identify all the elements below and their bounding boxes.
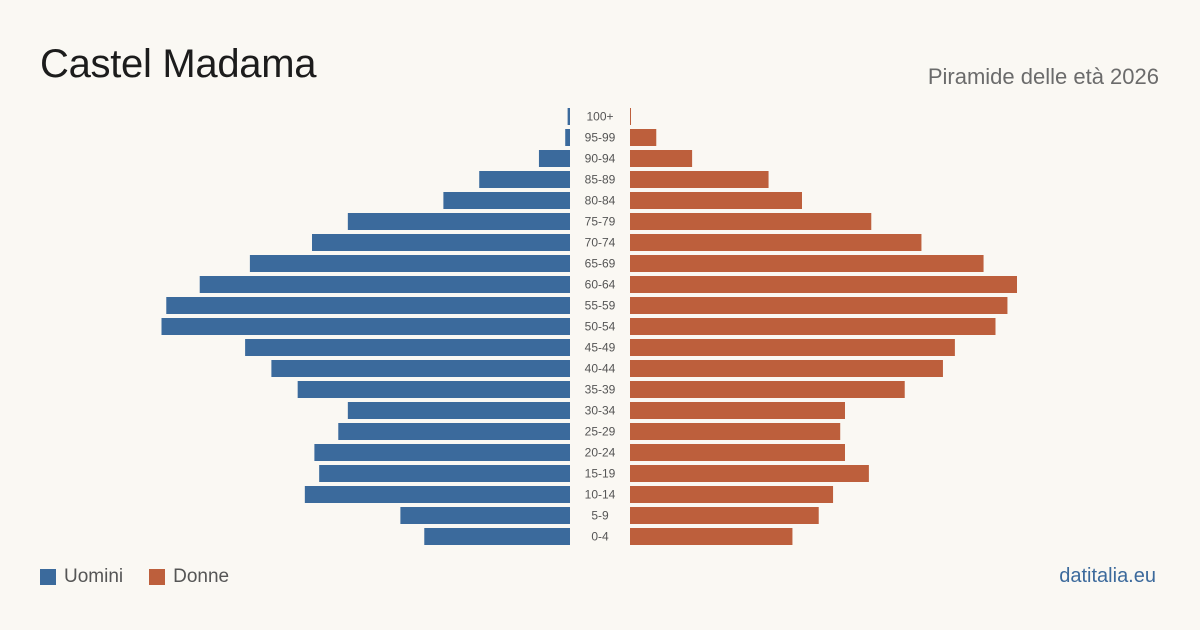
age-label-90-94: 90-94 <box>585 152 616 166</box>
bar-women-35-39 <box>630 381 905 398</box>
bar-men-15-19 <box>319 465 570 482</box>
bar-women-50-54 <box>630 318 996 335</box>
age-label-60-64: 60-64 <box>585 278 616 292</box>
bar-men-45-49 <box>245 339 570 356</box>
age-label-95-99: 95-99 <box>585 131 616 145</box>
bar-women-55-59 <box>630 297 1008 314</box>
chart-subtitle: Piramide delle età 2026 <box>927 64 1159 89</box>
age-label-25-29: 25-29 <box>585 425 616 439</box>
bar-men-55-59 <box>166 297 570 314</box>
bar-men-35-39 <box>297 381 570 398</box>
bar-men-80-84 <box>443 192 570 209</box>
bar-women-40-44 <box>630 360 943 377</box>
age-label-80-84: 80-84 <box>585 194 616 208</box>
legend-item-men: Uomini <box>40 566 123 588</box>
age-label-85-89: 85-89 <box>585 173 616 187</box>
bar-women-70-74 <box>630 234 922 251</box>
age-label-20-24: 20-24 <box>585 446 616 460</box>
legend-label-women: Donne <box>173 566 230 587</box>
bar-men-0-4 <box>424 528 570 545</box>
bar-women-0-4 <box>630 528 793 545</box>
bar-women-80-84 <box>630 192 802 209</box>
bar-men-5-9 <box>400 507 570 524</box>
bar-women-5-9 <box>630 507 819 524</box>
bar-men-50-54 <box>161 318 570 335</box>
bar-men-20-24 <box>314 444 570 461</box>
bar-women-95-99 <box>630 129 657 146</box>
legend-swatch-women <box>149 569 166 585</box>
age-label-70-74: 70-74 <box>585 236 616 250</box>
bar-women-90-94 <box>630 150 693 167</box>
age-label-75-79: 75-79 <box>585 215 616 229</box>
age-label-40-44: 40-44 <box>585 362 616 376</box>
chart-title: Castel Madama <box>40 42 317 86</box>
bar-women-85-89 <box>630 171 769 188</box>
legend-item-women: Donne <box>149 566 229 588</box>
bar-women-60-64 <box>630 276 1017 293</box>
legend-swatch-men <box>40 569 56 585</box>
bar-men-70-74 <box>312 234 570 251</box>
bar-women-45-49 <box>630 339 955 356</box>
age-label-65-69: 65-69 <box>585 257 616 271</box>
bar-men-85-89 <box>479 171 570 188</box>
age-label-100+: 100+ <box>586 110 613 124</box>
bar-men-30-34 <box>347 402 570 419</box>
bar-women-30-34 <box>630 402 845 419</box>
age-label-10-14: 10-14 <box>585 488 616 502</box>
bar-men-100+ <box>567 108 570 125</box>
legend-label-men: Uomini <box>64 566 124 587</box>
source-link[interactable]: datitalia.eu <box>1059 565 1156 587</box>
bar-men-75-79 <box>347 213 570 230</box>
age-label-45-49: 45-49 <box>585 341 616 355</box>
age-label-15-19: 15-19 <box>585 467 616 481</box>
age-label-0-4: 0-4 <box>591 530 609 544</box>
bar-women-75-79 <box>630 213 872 230</box>
bar-men-65-69 <box>249 255 570 272</box>
bar-men-60-64 <box>199 276 570 293</box>
bar-men-25-29 <box>338 423 570 440</box>
bar-women-100+ <box>630 108 631 125</box>
bar-women-25-29 <box>630 423 841 440</box>
bar-women-15-19 <box>630 465 869 482</box>
age-label-30-34: 30-34 <box>585 404 616 418</box>
bar-men-10-14 <box>304 486 570 503</box>
legend: Uomini Donne <box>40 566 255 588</box>
bar-men-40-44 <box>271 360 570 377</box>
age-label-5-9: 5-9 <box>591 509 609 523</box>
age-label-35-39: 35-39 <box>585 383 616 397</box>
age-label-50-54: 50-54 <box>585 320 616 334</box>
bar-men-95-99 <box>565 129 570 146</box>
bar-women-10-14 <box>630 486 834 503</box>
bar-women-65-69 <box>630 255 984 272</box>
bar-women-20-24 <box>630 444 845 461</box>
bar-men-90-94 <box>538 150 570 167</box>
age-label-55-59: 55-59 <box>585 299 616 313</box>
